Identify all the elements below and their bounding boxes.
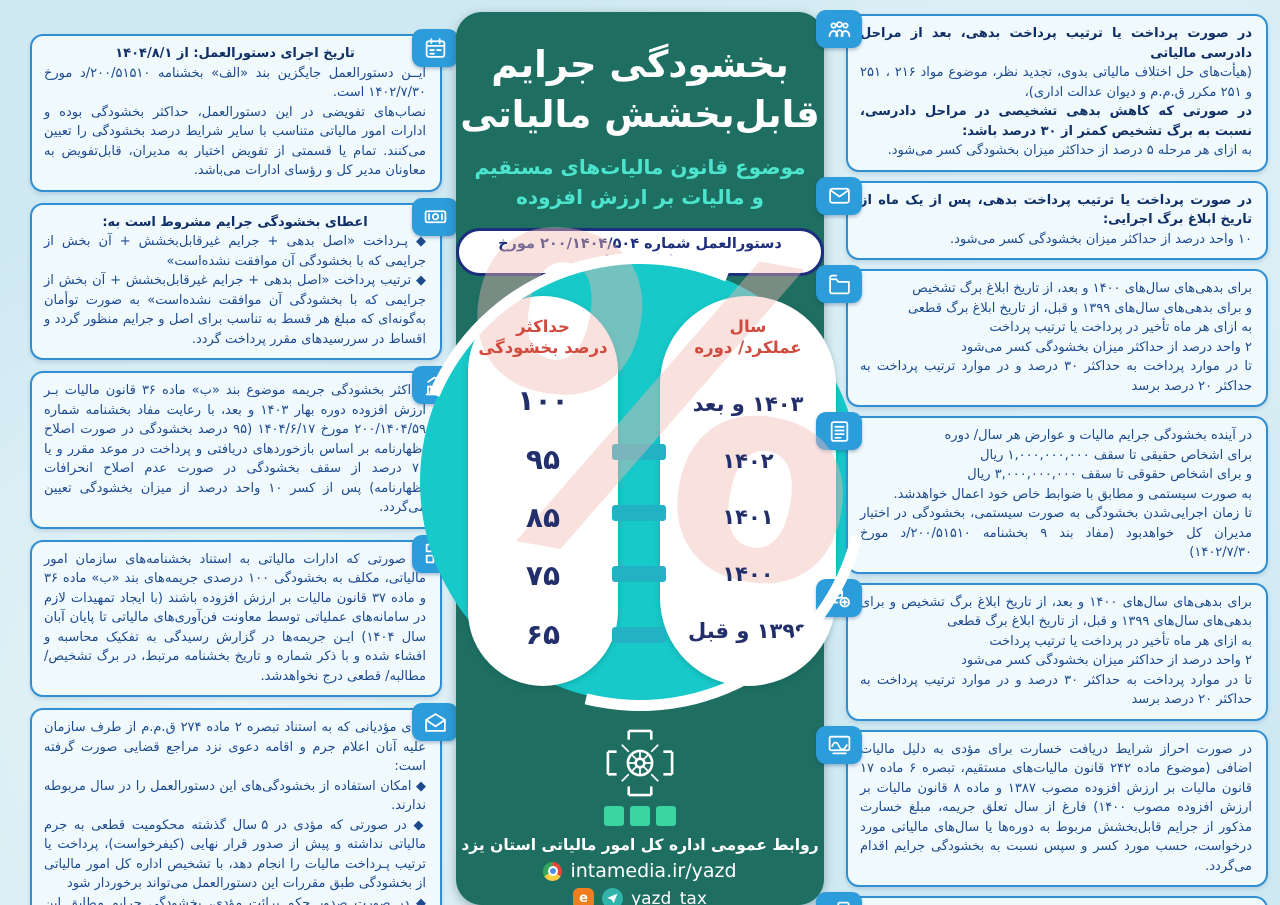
forgiveness-table-circle: حداکثر درصد بخشودگی ۱۰۰ ۹۵ ۸۵ ۷۵ ۶۵ سال عملک… xyxy=(325,136,955,797)
subtitle-block: موضوع قانون مالیات‌های مستقیم و مالیات ب… xyxy=(456,152,824,212)
box-heading: اعطای بخشودگی جرایم مشروط است به: xyxy=(102,214,368,230)
box-text: ۱۰ واحد درصد از حداکثر میزان بخشودگی کسر… xyxy=(950,231,1252,247)
social-line: e yazd_tax xyxy=(456,888,824,905)
table-rung xyxy=(612,627,666,643)
coins-icon xyxy=(816,578,862,617)
logo-square xyxy=(630,806,650,826)
right-info-box-3: برای بدهی‌های سال‌های ۱۴۰۰ و بعد، از تار… xyxy=(816,265,1268,407)
logo-squares xyxy=(456,806,824,826)
subtitle-line1: موضوع قانون مالیات‌های مستقیم xyxy=(474,154,806,179)
social-handle[interactable]: yazd_tax xyxy=(631,888,707,905)
title-block: بخشودگی جرایم قابل‌بخشش مالیاتی موضوع قا… xyxy=(456,12,824,276)
table-rung xyxy=(612,505,666,521)
mail-icon xyxy=(816,176,862,215)
left-info-box-4: در صورتی که ادارات مالیاتی به استناد بخش… xyxy=(30,534,458,697)
folder-icon xyxy=(816,265,862,303)
messenger-icon xyxy=(602,888,624,905)
logo-square xyxy=(656,806,676,826)
year-value: ۱۴۰۰ xyxy=(722,562,774,587)
year-value: ۱۳۹۹ و قبل xyxy=(687,619,809,644)
percent-value: ۱۰۰ xyxy=(517,384,569,418)
center-panel: بخشودگی جرایم قابل‌بخشش مالیاتی موضوع قا… xyxy=(325,12,955,905)
box-text: برای بدهی‌های سال‌های ۱۴۰۰ و بعد، از تار… xyxy=(860,281,1252,394)
box-text: ◆ در صورتی که مؤدی در ۵ سال گذشته محکومی… xyxy=(44,817,427,892)
box-text: در آینده بخشودگی جرایم مالیات و عوارض هر… xyxy=(860,428,1252,560)
box-heading: در صورتی که کاهش بدهی تشخیصی در مراحل دا… xyxy=(860,104,1252,139)
box-text: در صورتی که ادارات مالیاتی به استناد بخش… xyxy=(44,551,426,684)
percent-values: ۱۰۰ ۹۵ ۸۵ ۷۵ ۶۵ xyxy=(468,359,618,686)
box-text: برای بدهی‌های سال‌های ۱۴۰۰ و بعد، از تار… xyxy=(860,594,1252,708)
logo-square xyxy=(604,806,624,826)
left-info-box-2: اعطای بخشودگی جرایم مشروط است به: ◆ پـردا… xyxy=(30,197,458,360)
banknote-icon xyxy=(412,197,458,236)
subtitle-line2: و مالیات بر ارزش افزوده xyxy=(516,184,764,209)
browser-icon xyxy=(543,861,563,881)
year-value: ۱۴۰۳ و بعد xyxy=(692,391,804,416)
eitaa-icon: e xyxy=(573,888,595,905)
tax-administration-logo xyxy=(606,729,674,797)
percent-column-header: حداکثر درصد بخشودگی xyxy=(478,317,608,358)
percent-value: ۹۵ xyxy=(525,442,561,476)
left-info-box-5: برای مؤدیانی که به استناد تبصره ۲ ماده ۲… xyxy=(30,703,458,905)
right-info-box-2: در صورت پرداخت یا ترتیب پرداخت بدهی، پس … xyxy=(816,176,1268,260)
document-icon xyxy=(816,412,862,450)
website-line: intamedia.ir/yazd xyxy=(456,860,824,882)
right-info-box-4: در آینده بخشودگی جرایم مالیات و عوارض هر… xyxy=(816,412,1268,574)
year-column-header: سال عملکرد/ دوره xyxy=(694,317,802,358)
open-mail-icon xyxy=(412,703,458,741)
page-title-line1: بخشودگی جرایم xyxy=(491,43,790,86)
chart-wave-icon xyxy=(816,725,862,764)
right-info-box-1: در صورت پرداخت یا ترتیب پرداخت بدهی، بعد… xyxy=(816,10,1268,172)
year-values: ۱۴۰۳ و بعد ۱۴۰۲ ۱۴۰۱ ۱۴۰۰ ۱۳۹۹ و قبل xyxy=(660,359,836,686)
percent-value: ۸۵ xyxy=(525,500,561,534)
page-title-line2: قابل‌بخشش مالیاتی xyxy=(460,92,820,136)
box-text: حداکثر بخشودگی جریمه موضوع بند «ب» ماده … xyxy=(44,383,427,515)
panel-footer: روابط عمومی اداره کل امور مالیاتی استان … xyxy=(456,724,824,905)
box-text: در صورت احراز شرایط دریافت خسارت برای مؤ… xyxy=(860,741,1252,874)
box-text: ◆ پـرداخت «اصل بدهی + جرایم غیرقابل‌بخشش… xyxy=(44,234,426,269)
calculator-icon xyxy=(816,892,862,905)
table-rung xyxy=(612,444,666,460)
percent-value: ۶۵ xyxy=(525,617,561,651)
box-text: ◆ در صورت صدور حکم برائت مؤدی، بخشودگی ج… xyxy=(44,895,426,905)
box-heading: در صورت پرداخت یا ترتیب پرداخت بدهی، بعد… xyxy=(860,26,1252,61)
box-text: ◆ امکان استفاده از بخشودگی‌های این دستور… xyxy=(44,778,426,814)
year-value: ۱۴۰۱ xyxy=(722,505,774,530)
organization-name: روابط عمومی اداره کل امور مالیاتی استان … xyxy=(461,836,819,854)
left-column: تاریخ اجرای دستورالعمل: از ۱۴۰۴/۸/۱ ایــن… xyxy=(30,29,458,905)
max-forgiveness-percent-column: حداکثر درصد بخشودگی ۱۰۰ ۹۵ ۸۵ ۷۵ ۶۵ xyxy=(468,296,618,686)
box-heading: تاریخ اجرای دستورالعمل: از ۱۴۰۴/۸/۱ xyxy=(115,46,355,61)
people-icon xyxy=(816,10,862,48)
performance-year-column: سال عملکرد/ دوره ۱۴۰۳ و بعد ۱۴۰۲ ۱۴۰۱ ۱۴۰۰ ۱… xyxy=(660,296,836,686)
table-rung xyxy=(612,566,666,582)
year-value: ۱۴۰۲ xyxy=(722,448,774,473)
box-text: ◆ ترتیب پرداخت «اصل بدهی + جرایم غیرقابل… xyxy=(44,273,426,347)
right-column: در صورت پرداخت یا ترتیب پرداخت بدهی، بعد… xyxy=(816,10,1268,905)
percent-value: ۷۵ xyxy=(525,559,561,593)
box-text: ایــن دستورالعمل جایگزین بند «الف» بخشنا… xyxy=(44,65,426,101)
box-text: به ازای هر مرحله ۵ درصد از حداکثر میزان … xyxy=(887,143,1252,158)
right-info-box-6: در صورت احراز شرایط دریافت خسارت برای مؤ… xyxy=(816,725,1268,887)
right-info-box-5: برای بدهی‌های سال‌های ۱۴۰۰ و بعد، از تار… xyxy=(816,578,1268,721)
website-link[interactable]: intamedia.ir/yazd xyxy=(570,860,737,882)
right-info-box-7: هزینه رسیدگی برای شکایت‌های مردود مؤدیان… xyxy=(816,892,1268,905)
box-text: (هیأت‌های حل اختلاف مالیاتی بدوی، تجدید … xyxy=(860,65,1252,100)
box-text: برای مؤدیانی که به استناد تبصره ۲ ماده ۲… xyxy=(44,720,426,774)
calendar-icon xyxy=(412,29,458,67)
box-heading: در صورت پرداخت یا ترتیب پرداخت بدهی، پس … xyxy=(860,192,1252,228)
left-info-box-3: حداکثر بخشودگی جریمه موضوع بند «ب» ماده … xyxy=(30,366,458,529)
left-info-box-1: تاریخ اجرای دستورالعمل: از ۱۴۰۴/۸/۱ ایــن… xyxy=(30,29,458,192)
box-text: نصاب‌های تفویضی در این دستورالعمل، حداکث… xyxy=(44,104,426,179)
